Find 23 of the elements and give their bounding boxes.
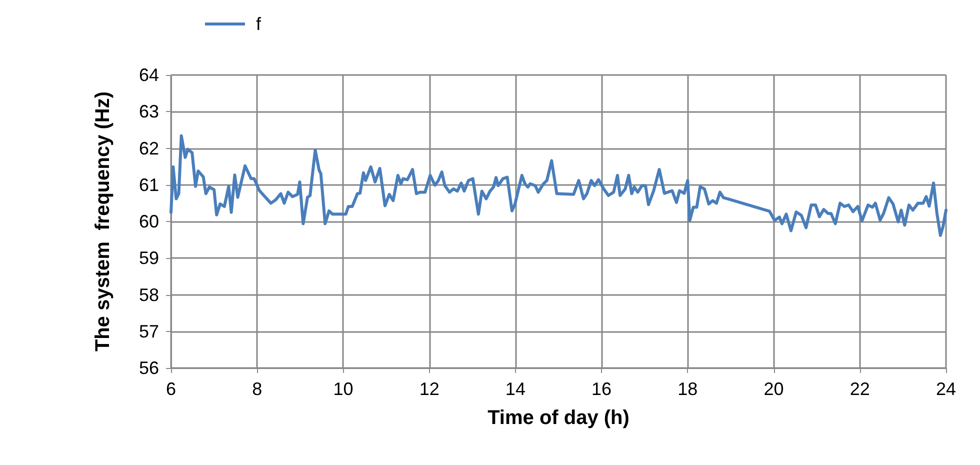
y-tick-label: 56 bbox=[138, 358, 159, 378]
y-axis-title: The system frequency (Hz) bbox=[92, 91, 114, 352]
x-tick-label: 14 bbox=[505, 379, 526, 399]
x-tick-label: 8 bbox=[252, 379, 262, 399]
y-tick-label: 63 bbox=[138, 102, 159, 122]
y-tick-label: 60 bbox=[138, 212, 159, 232]
x-tick-label: 24 bbox=[936, 379, 956, 399]
y-tick-label: 64 bbox=[138, 65, 159, 85]
y-tick-label: 59 bbox=[138, 248, 159, 268]
line-series bbox=[170, 134, 948, 237]
x-tick-label: 16 bbox=[592, 379, 612, 399]
x-tick-label: 18 bbox=[678, 379, 698, 399]
y-tick-label: 57 bbox=[138, 321, 159, 342]
y-tick-label: 58 bbox=[138, 284, 159, 305]
x-tick-label: 10 bbox=[333, 379, 354, 399]
legend-label: f bbox=[256, 14, 262, 34]
y-tick-label: 62 bbox=[138, 138, 159, 158]
x-tick-label: 6 bbox=[166, 379, 176, 399]
y-tick-label: 61 bbox=[138, 174, 159, 195]
x-axis-title: Time of day (h) bbox=[488, 407, 630, 429]
x-tick-label: 22 bbox=[850, 379, 870, 399]
x-tick-label: 20 bbox=[764, 379, 784, 399]
x-tick-label: 12 bbox=[419, 379, 440, 399]
